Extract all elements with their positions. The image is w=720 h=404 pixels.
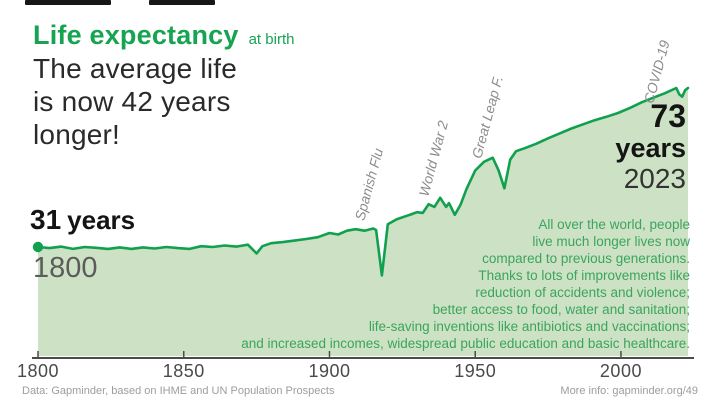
- page-title: Life expectancy: [33, 20, 239, 50]
- headline-line: The average life: [33, 53, 237, 84]
- end-year-label: 2023: [623, 163, 686, 194]
- cropped-text-artifact: [25, 0, 111, 5]
- paragraph-line: Thanks to lots of improvements like: [478, 268, 690, 283]
- paragraph-line: and increased incomes, widespread public…: [241, 336, 690, 351]
- x-axis-tick-label: 1900: [308, 361, 351, 381]
- paragraph-line: reduction of accidents and violence;: [475, 285, 690, 300]
- x-axis-tick-label: 1800: [16, 361, 60, 381]
- headline-line: longer!: [33, 119, 121, 150]
- paragraph-line: All over the world, people: [538, 217, 690, 232]
- chart-line: [36, 86, 690, 277]
- page-title-suffix: at birth: [248, 31, 295, 48]
- end-unit: years: [615, 133, 686, 163]
- paragraph-line: live much longer lives now: [532, 234, 690, 249]
- x-axis-tick-label: 2000: [599, 361, 642, 381]
- start-value: 31: [30, 204, 62, 235]
- paragraph-line: better access to food, water and sanitat…: [432, 302, 690, 317]
- chart-area-fill: [38, 88, 688, 356]
- cropped-text-artifact: [149, 0, 215, 5]
- header: Life expectancy at birth: [33, 20, 294, 51]
- more-info-credit: More info: gapminder.org/49: [560, 385, 698, 397]
- start-unit: years: [67, 205, 136, 235]
- headline: The average life is now 42 years longer!: [33, 52, 237, 151]
- headline-line: is now 42 years: [33, 86, 231, 117]
- x-axis-tick-label: 1950: [454, 361, 497, 381]
- paragraph-line: life-saving inventions like antibiotics …: [368, 319, 690, 334]
- end-value: 73: [650, 98, 686, 134]
- x-axis-tick-label: 1850: [162, 361, 205, 381]
- x-axis: [32, 351, 694, 359]
- end-value-label: 73 years 2023: [615, 99, 686, 194]
- data-source-credit: Data: Gapminder, based on IHME and UN Po…: [22, 385, 335, 397]
- start-year-label: 1800: [33, 252, 98, 284]
- summary-paragraph: All over the world, people live much lon…: [130, 216, 690, 352]
- start-value-label: 31 years: [30, 204, 135, 236]
- paragraph-line: compared to previous generations.: [482, 251, 690, 266]
- chart-start-point: [32, 241, 44, 253]
